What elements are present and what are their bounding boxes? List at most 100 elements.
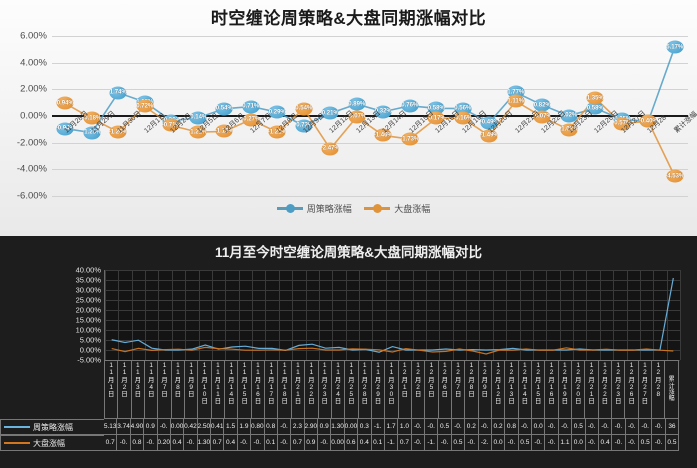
gridline <box>292 270 294 360</box>
gridline <box>519 270 521 360</box>
table-cell: 0.9 <box>304 435 318 451</box>
data-point-label: -2.47% <box>321 142 339 156</box>
gridline <box>105 280 680 281</box>
data-point-label: 0.82% <box>533 98 551 112</box>
table-cell: 0.7 <box>398 435 412 451</box>
table-cell: 0.7 <box>211 435 225 451</box>
gridline <box>171 270 173 360</box>
gridline <box>252 270 254 360</box>
gridline <box>492 270 494 360</box>
table-cell: 0.0 <box>532 419 546 435</box>
table-cell: 1.9 <box>237 419 252 435</box>
table-cell: -0. <box>438 435 452 451</box>
table-cell: -0. <box>184 435 198 451</box>
table-cell: 0.80 <box>251 419 265 435</box>
bottom-chart-title: 11月至今时空缠论周策略&大盘同期涨幅对比 <box>214 245 483 260</box>
data-point-label: -4.53% <box>666 169 684 183</box>
table-cell: 0.8 <box>264 419 278 435</box>
data-point-label: 0.89% <box>348 97 366 111</box>
gridline <box>158 270 160 360</box>
table-cell: -1. <box>425 435 439 451</box>
table-row-header-strategy: 周策略涨幅 <box>0 419 104 435</box>
data-point-label: -1.49% <box>480 129 498 143</box>
gridline <box>265 270 267 360</box>
table-cell: -0. <box>277 419 292 435</box>
gridline <box>546 270 548 360</box>
table-cell: 2.3 <box>291 419 305 435</box>
table-cell: -0. <box>505 435 519 451</box>
data-point-label: 0.58% <box>427 101 445 115</box>
y-axis-tick-label: 4.00% <box>20 57 47 69</box>
data-point-label: -1.25% <box>83 126 101 140</box>
gridline <box>586 270 588 360</box>
gridline <box>225 270 227 360</box>
table-cell: 0.5 <box>665 435 680 451</box>
gridline <box>345 270 347 360</box>
table-cell: 5.13 <box>104 419 118 435</box>
table-cell: 0.6 <box>344 435 359 451</box>
gridline <box>211 270 213 360</box>
data-point-label: -0.17% <box>427 111 445 125</box>
table-cell: 0.42 <box>184 419 198 435</box>
table-cell: -0. <box>532 435 546 451</box>
gridline <box>332 270 334 360</box>
gridline <box>198 270 200 360</box>
table-cell: 1.1 <box>558 435 573 451</box>
top-chart-title: 时空缠论周策略&大盘同期涨幅对比 <box>210 9 487 28</box>
table-cell: -1. <box>371 419 385 435</box>
gridline <box>425 270 427 360</box>
table-cell: 1.5 <box>224 419 238 435</box>
y-axis-tick-label: -2.00% <box>16 137 47 149</box>
table-cell: 0.00 <box>170 419 185 435</box>
data-point-label: 1.11% <box>507 94 525 108</box>
table-cell: 0.1 <box>371 435 385 451</box>
table-cell: 3.74 <box>117 419 131 435</box>
gridline <box>613 270 615 360</box>
table-cell: 0.9 <box>318 419 332 435</box>
table-cell: 0.4 <box>170 435 185 451</box>
data-point-label: -1.21% <box>268 125 286 139</box>
gridline <box>52 142 688 144</box>
data-point-label: -1.02% <box>560 123 578 137</box>
table-row: 大盘涨幅 0.7 -0. 0.8 -0. 0.20 0.4 -0. 1.30 0.7 0.4 -0.… <box>0 435 680 451</box>
data-point-label: -0.07% <box>533 110 551 124</box>
y-axis-tick-label: 15.00% <box>75 315 101 325</box>
gridline <box>626 270 628 360</box>
gridline <box>466 270 468 360</box>
y-axis-tick-label: 35.00% <box>75 275 101 285</box>
data-point-label: -1.21% <box>189 125 207 139</box>
data-point-label: -0.07% <box>348 110 366 124</box>
table-cell: 0.8 <box>505 419 519 435</box>
gridline <box>559 270 561 360</box>
y-axis-tick-label: 0.00% <box>20 110 47 122</box>
table-cell: 4.90 <box>130 419 145 435</box>
bottom-chart-panel: 11月至今时空缠论周策略&大盘同期涨幅对比 40.00% 35.00% 30.00%… <box>0 236 697 468</box>
gridline <box>359 270 361 360</box>
gridline <box>666 270 668 360</box>
gridline <box>318 270 320 360</box>
gridline <box>573 270 575 360</box>
data-point-label: -0.27% <box>242 113 260 127</box>
data-point-label: 0.54% <box>295 102 313 116</box>
gridline <box>653 270 655 360</box>
table-cell: 0.1 <box>264 435 278 451</box>
table-row-header-market: 大盘涨幅 <box>0 435 104 451</box>
gridline <box>599 270 601 360</box>
data-point-label: 0.71% <box>242 100 260 114</box>
gridline <box>52 89 688 91</box>
gridline <box>105 300 680 301</box>
